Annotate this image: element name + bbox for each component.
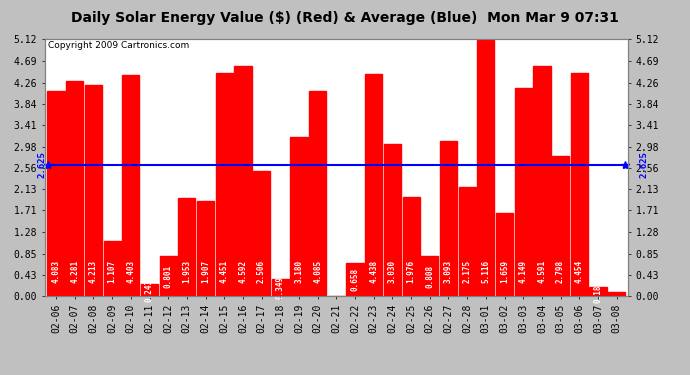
Bar [159,256,177,296]
Bar [608,292,625,296]
Text: Copyright 2009 Cartronics.com: Copyright 2009 Cartronics.com [48,40,189,50]
Text: 2.625: 2.625 [38,151,47,178]
Text: 4.083: 4.083 [52,260,61,283]
Text: 1.659: 1.659 [500,260,509,283]
Text: 2.798: 2.798 [556,260,565,283]
Text: 0.243: 0.243 [145,279,154,302]
Text: 4.213: 4.213 [89,260,98,283]
Text: 1.907: 1.907 [201,260,210,283]
Text: 2.625: 2.625 [640,151,649,178]
Bar [197,201,214,296]
Bar [235,66,252,296]
Bar [346,263,364,296]
Bar [253,171,270,296]
Text: 0.349: 0.349 [276,276,285,299]
Bar [533,66,551,296]
Text: 0.801: 0.801 [164,265,172,288]
Bar [365,74,382,296]
Bar [104,241,121,296]
Text: 4.281: 4.281 [70,260,79,283]
Text: 5.116: 5.116 [482,260,491,283]
Text: 0.808: 0.808 [425,264,434,288]
Bar [459,187,476,296]
Bar [421,256,438,296]
Bar [122,75,139,296]
Bar [440,141,457,296]
Bar [48,92,65,296]
Bar [515,88,532,296]
Text: 2.506: 2.506 [257,260,266,283]
Text: 1.976: 1.976 [406,260,415,283]
Text: 4.454: 4.454 [575,260,584,283]
Bar [309,91,326,296]
Bar [290,137,308,296]
Text: 1.107: 1.107 [108,260,117,283]
Text: 0.658: 0.658 [351,268,359,291]
Text: 3.093: 3.093 [444,260,453,283]
Text: 4.592: 4.592 [239,260,248,283]
Text: 4.403: 4.403 [126,260,135,283]
Bar [85,85,102,296]
Text: 4.451: 4.451 [219,260,229,283]
Text: 1.953: 1.953 [182,260,191,283]
Text: 4.149: 4.149 [519,260,528,283]
Text: 4.591: 4.591 [538,260,546,283]
Bar [571,73,588,296]
Bar [272,279,289,296]
Bar [552,156,569,296]
Text: 3.030: 3.030 [388,260,397,283]
Bar [384,144,401,296]
Bar [496,213,513,296]
Bar [589,287,607,296]
Bar [402,197,420,296]
Bar [178,198,195,296]
Bar [141,284,158,296]
Text: 4.438: 4.438 [369,260,378,283]
Bar [477,40,495,296]
Text: 3.180: 3.180 [295,260,304,283]
Text: 4.085: 4.085 [313,260,322,283]
Bar [216,73,233,296]
Text: 2.175: 2.175 [463,260,472,283]
Text: 0.186: 0.186 [593,280,602,303]
Bar [66,81,83,296]
Text: Daily Solar Energy Value ($) (Red) & Average (Blue)  Mon Mar 9 07:31: Daily Solar Energy Value ($) (Red) & Ave… [71,11,619,25]
